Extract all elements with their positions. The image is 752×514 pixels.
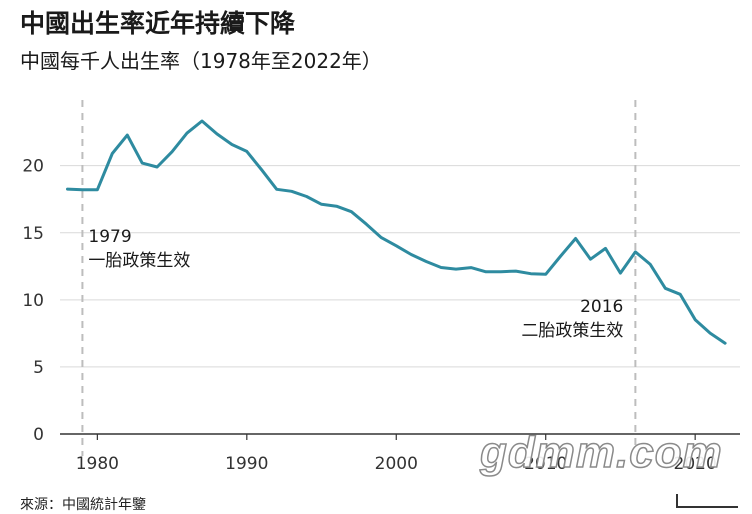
watermark-text: gdmm.com [479, 427, 723, 478]
x-tick-label: 1980 [76, 454, 119, 474]
y-tick-label: 10 [22, 291, 44, 311]
source-note: 來源：中國統計年鑒 [20, 497, 146, 513]
annotation-year: 2016 [580, 297, 623, 317]
y-tick-labels: 0 5 10 15 20 [22, 157, 44, 445]
y-tick-label: 20 [22, 157, 44, 177]
guide-layer [81, 100, 637, 456]
annotation-year: 1979 [88, 227, 131, 247]
annotation-layer: 1979 一胎政策生效 2016 二胎政策生效 [88, 227, 623, 341]
x-tick-label: 2010 [524, 454, 567, 474]
chart-subtitle: 中國每千人出生率（1978年至2022年） [20, 49, 382, 73]
annotation-label: 二胎政策生效 [521, 321, 623, 341]
y-tick-label: 5 [33, 358, 44, 378]
y-tick-label: 0 [33, 425, 44, 445]
series-layer [66, 119, 727, 345]
corner-mark [676, 494, 738, 508]
annotation-label: 一胎政策生效 [88, 251, 190, 271]
x-tick-label: 2020 [674, 454, 717, 474]
x-tick-labels: 1980 1990 2000 2010 2020 [76, 454, 717, 474]
line-chart: 0 5 10 15 20 1980 1990 2000 2010 2020 1979 一胎政策生效… [22, 100, 740, 474]
y-tick-label: 15 [22, 224, 44, 244]
chart-title: 中國出生率近年持續下降 [20, 9, 296, 38]
birth-rate-series-line [66, 119, 727, 345]
grid-layer [60, 165, 740, 440]
x-tick-label: 1990 [225, 454, 268, 474]
x-tick-label: 2000 [375, 454, 418, 474]
